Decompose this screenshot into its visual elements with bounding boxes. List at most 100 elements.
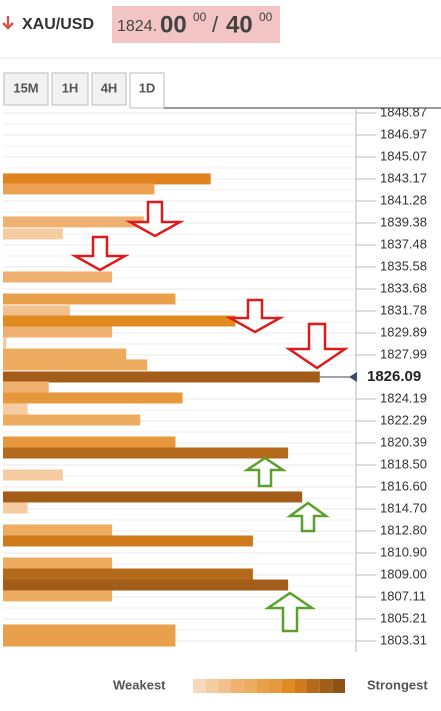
legend-swatch [269, 679, 282, 693]
legend-high: Strongest [367, 677, 428, 692]
bar [3, 392, 183, 404]
bar [3, 381, 49, 393]
current-label: 1826.09 [367, 368, 421, 385]
y-tick-label: 1803.31 [380, 632, 427, 647]
legend-swatch [319, 679, 333, 693]
bar [3, 173, 211, 185]
y-tick-label: 1818.50 [380, 456, 427, 471]
bar [3, 524, 113, 536]
down-icon [2, 16, 14, 30]
tab[interactable] [51, 72, 89, 106]
y-tick-label: 1810.90 [380, 544, 427, 559]
bid-big: 00 [160, 11, 187, 38]
current-marker [349, 371, 357, 382]
y-tick-label: 1816.60 [380, 478, 427, 493]
legend: Weakest Strongest [113, 677, 428, 693]
y-tick-label: 1841.28 [380, 192, 427, 207]
bar [3, 271, 113, 283]
bar [3, 447, 289, 459]
tab-label[interactable]: 1D [139, 80, 156, 95]
price-box [112, 6, 280, 43]
tab[interactable] [91, 72, 127, 106]
y-tick-label: 1845.07 [380, 148, 427, 163]
symbol: XAU/USD [22, 16, 94, 33]
green-arrow [263, 591, 317, 633]
green-arrow [242, 456, 288, 488]
red-arrow [284, 322, 350, 370]
legend-swatch [218, 679, 231, 693]
bar [3, 371, 320, 383]
bar [3, 469, 63, 481]
bar [3, 436, 176, 448]
bar [3, 535, 253, 547]
y-tick-label: 1837.48 [380, 236, 427, 251]
bar [3, 228, 63, 240]
y-tick-label: 1848.87 [380, 104, 427, 119]
legend-swatch [332, 679, 345, 693]
y-tick-label: 1833.68 [380, 280, 427, 295]
bar [3, 568, 253, 580]
bars [3, 173, 320, 647]
arrows [70, 200, 350, 633]
tab-label[interactable]: 4H [101, 80, 118, 95]
bar [3, 635, 176, 647]
y-tick-label: 1846.97 [380, 126, 427, 141]
y-tick-label: 1831.78 [380, 302, 427, 317]
bar [3, 579, 289, 591]
bar [3, 293, 176, 305]
y-tick-label: 1827.99 [380, 346, 427, 361]
legend-swatch [205, 679, 219, 693]
bar [3, 305, 70, 317]
bar [3, 491, 303, 503]
bar [3, 624, 176, 636]
red-arrow [225, 298, 285, 334]
tab-label[interactable]: 15M [13, 80, 38, 95]
tab-label[interactable]: 1H [62, 80, 79, 95]
tab[interactable] [129, 72, 165, 109]
bar [3, 216, 144, 228]
legend-low: Weakest [113, 677, 166, 692]
y-tick-label: 1805.21 [380, 610, 427, 625]
tab[interactable] [3, 72, 49, 106]
red-arrow [125, 200, 185, 238]
bar [3, 403, 28, 415]
bar [3, 183, 155, 195]
legend-swatch [294, 679, 307, 693]
y-tick-label: 1829.89 [380, 324, 427, 339]
legend-swatch [231, 679, 244, 693]
bar [3, 337, 7, 349]
legend-swatch [307, 679, 320, 693]
legend-swatch [256, 679, 269, 693]
y-tick-label: 1822.29 [380, 412, 427, 427]
y-tick-label: 1835.58 [380, 258, 427, 273]
bar [3, 590, 113, 602]
y-tick-label: 1824.19 [380, 390, 427, 405]
bar [3, 359, 148, 371]
bar [3, 557, 113, 569]
ask-big: 40 [226, 11, 253, 38]
bar [3, 502, 28, 514]
y-tick-label: 1809.00 [380, 566, 427, 581]
y-tick-label: 1839.38 [380, 214, 427, 229]
bid-sup: 00 [193, 10, 207, 24]
bid-main: 1824. [117, 18, 157, 35]
red-arrow [70, 235, 130, 272]
y-tick-label: 1843.17 [380, 170, 427, 185]
bar [3, 326, 113, 338]
separator: / [212, 12, 219, 37]
tabs: 15M 1H 4H 1D [3, 72, 441, 109]
ask-sup: 00 [259, 10, 273, 24]
legend-swatch [193, 679, 206, 693]
y-tick-label: 1814.70 [380, 500, 427, 515]
y-tick-label: 1807.11 [380, 588, 426, 603]
legend-swatch [243, 679, 257, 693]
green-arrow [286, 501, 330, 533]
y-tick-label: 1812.80 [380, 522, 427, 537]
legend-swatch [281, 679, 295, 693]
y-tick-label: 1820.39 [380, 434, 427, 449]
bar [3, 315, 236, 327]
bar [3, 348, 127, 360]
bar [3, 414, 141, 426]
